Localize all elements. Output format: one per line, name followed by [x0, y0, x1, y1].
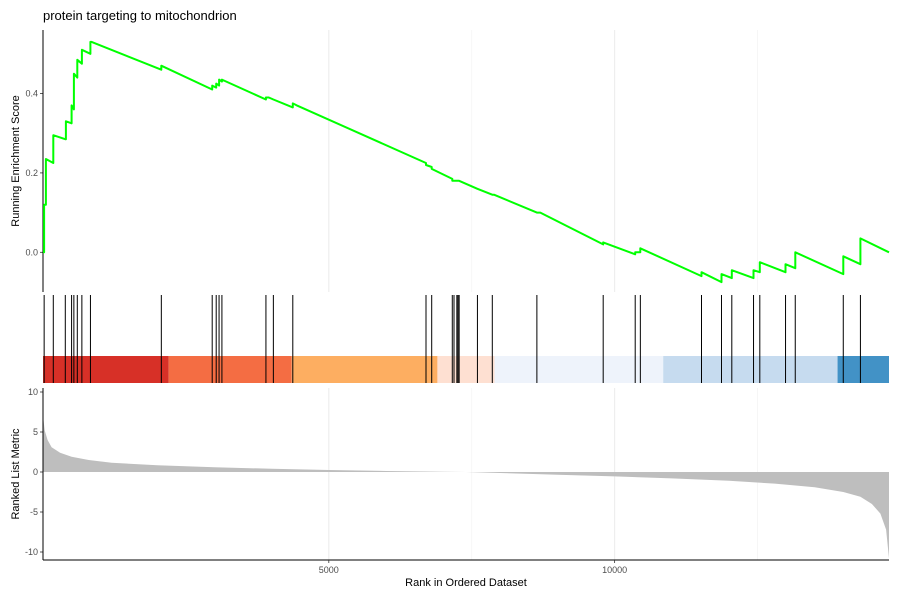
x-axis-label: Rank in Ordered Dataset — [405, 577, 527, 589]
y-tick-label: 0.0 — [25, 247, 38, 257]
color-band — [837, 356, 889, 383]
y-tick-label: 10 — [28, 387, 38, 397]
color-band — [494, 356, 664, 383]
running-score-panel: 0.0 0.2 0.4 — [25, 30, 890, 292]
y-tick-label: -5 — [30, 507, 38, 517]
y-tick-label: 0 — [33, 467, 38, 477]
y-tick-label: 5 — [33, 427, 38, 437]
ranked-metric-panel: 10 5 0 -5 -10 5000 10000 — [25, 387, 889, 575]
color-band — [43, 356, 169, 383]
running-score-line — [42, 40, 890, 284]
color-band — [663, 356, 838, 383]
hits-panel — [43, 295, 889, 383]
x-tick-label: 5000 — [319, 565, 339, 575]
running-score-y-label: Running Enrichment Score — [10, 95, 22, 226]
color-band — [291, 356, 438, 383]
ranked-metric-area — [43, 416, 889, 559]
chart-title: protein targeting to mitochondrion — [43, 8, 237, 23]
y-tick-label: 0.2 — [25, 168, 38, 178]
y-tick-label: 0.4 — [25, 89, 38, 99]
ranked-metric-y-label: Ranked List Metric — [10, 428, 22, 520]
color-band — [437, 356, 495, 383]
x-tick-label: 10000 — [602, 565, 627, 575]
color-band — [168, 356, 292, 383]
y-tick-label: -10 — [25, 547, 38, 557]
